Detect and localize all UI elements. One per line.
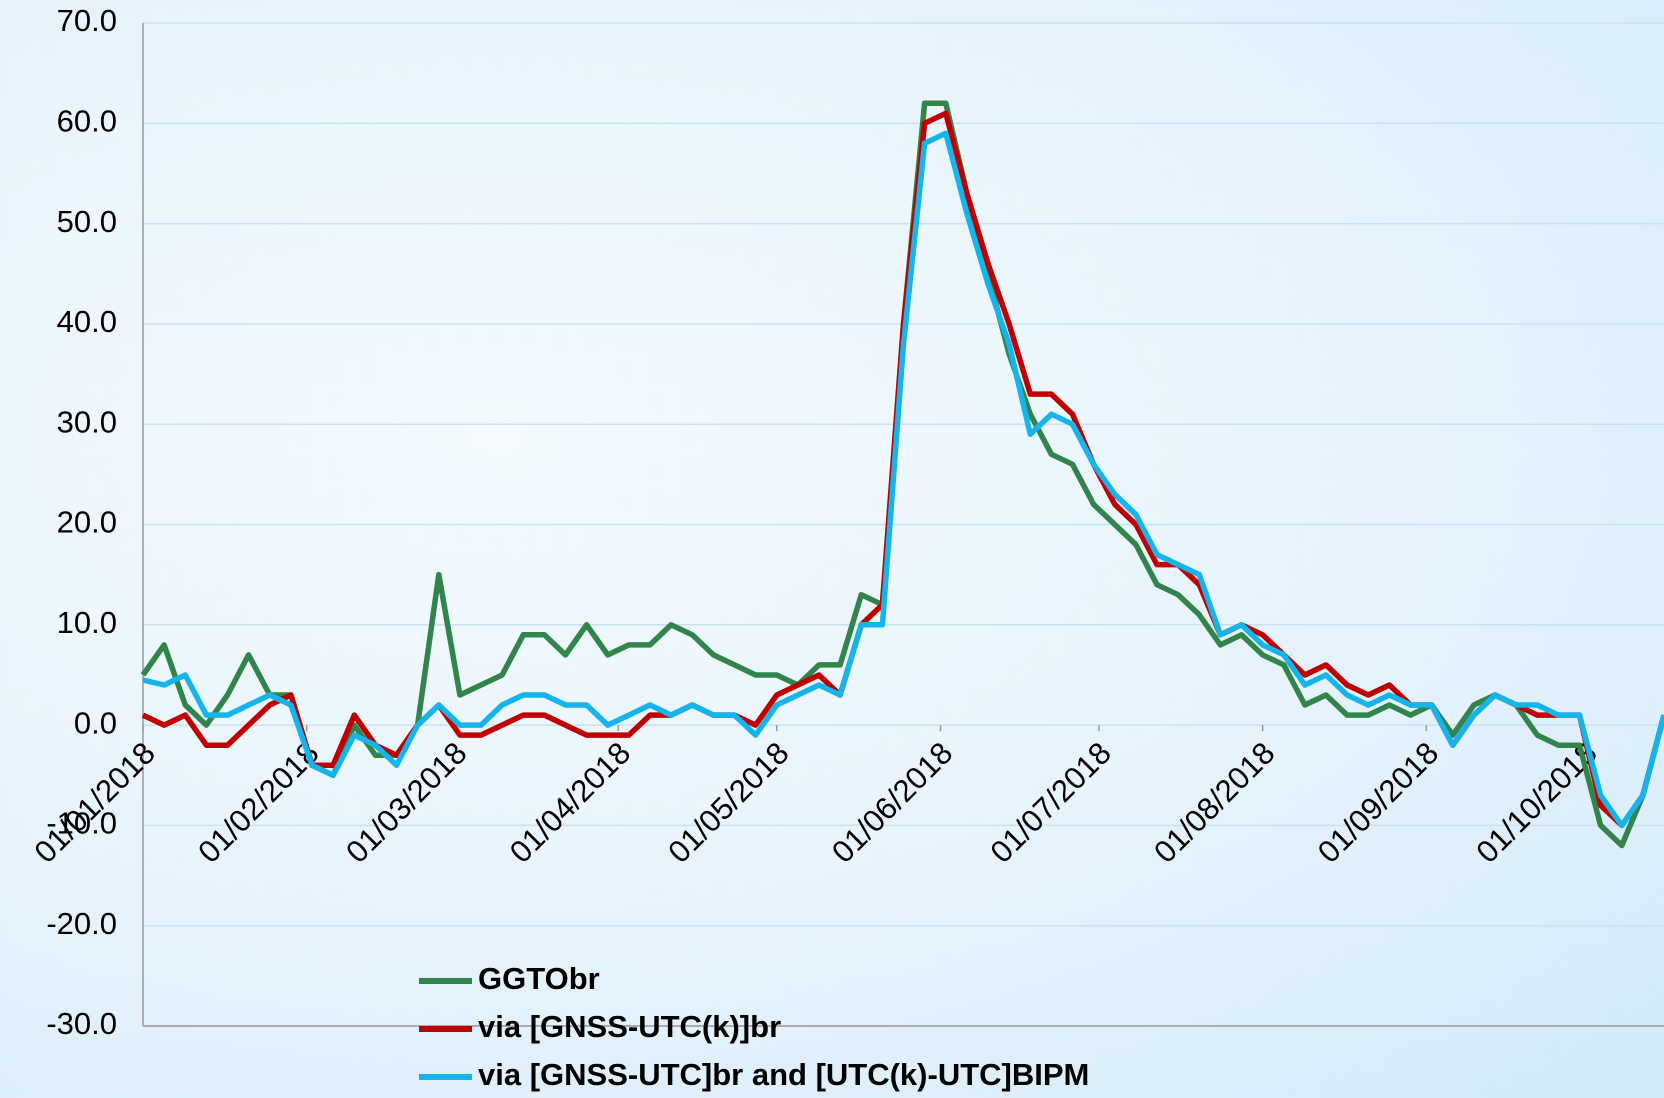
x-tick-label: 01/01/2018 (27, 735, 161, 869)
y-tick-label: -30.0 (46, 1006, 117, 1041)
x-tick-label: 01/02/2018 (191, 735, 325, 869)
x-tick-label: 01/03/2018 (339, 735, 473, 869)
y-tick-label: 40.0 (57, 304, 117, 339)
y-tick-label: 0.0 (74, 705, 117, 740)
legend-label: via [GNSS-UTC(k)]br (478, 1009, 781, 1044)
y-tick-label: 50.0 (57, 204, 117, 239)
x-tick-label: 01/06/2018 (825, 735, 959, 869)
y-tick-label: -20.0 (46, 906, 117, 941)
x-tick-label: 01/04/2018 (503, 735, 637, 869)
series-line (142, 130, 1664, 829)
y-tick-label: 60.0 (57, 103, 117, 138)
x-tick-label: 01/09/2018 (1311, 735, 1445, 869)
x-tick-label: 01/05/2018 (661, 735, 795, 869)
series-line (140, 100, 1664, 849)
legend-label: GGTObr (478, 961, 600, 996)
y-tick-label: 10.0 (57, 605, 117, 640)
y-tick-label: -10.0 (46, 806, 117, 841)
x-tick-label: 01/08/2018 (1147, 735, 1281, 869)
y-tick-label: 20.0 (57, 505, 117, 540)
y-tick-label: 70.0 (57, 3, 117, 38)
x-tick-label: 01/07/2018 (983, 735, 1117, 869)
y-tick-label: 30.0 (57, 404, 117, 439)
legend-label: via [GNSS-UTC]br and [UTC(k)-UTC]BIPM (478, 1057, 1089, 1092)
